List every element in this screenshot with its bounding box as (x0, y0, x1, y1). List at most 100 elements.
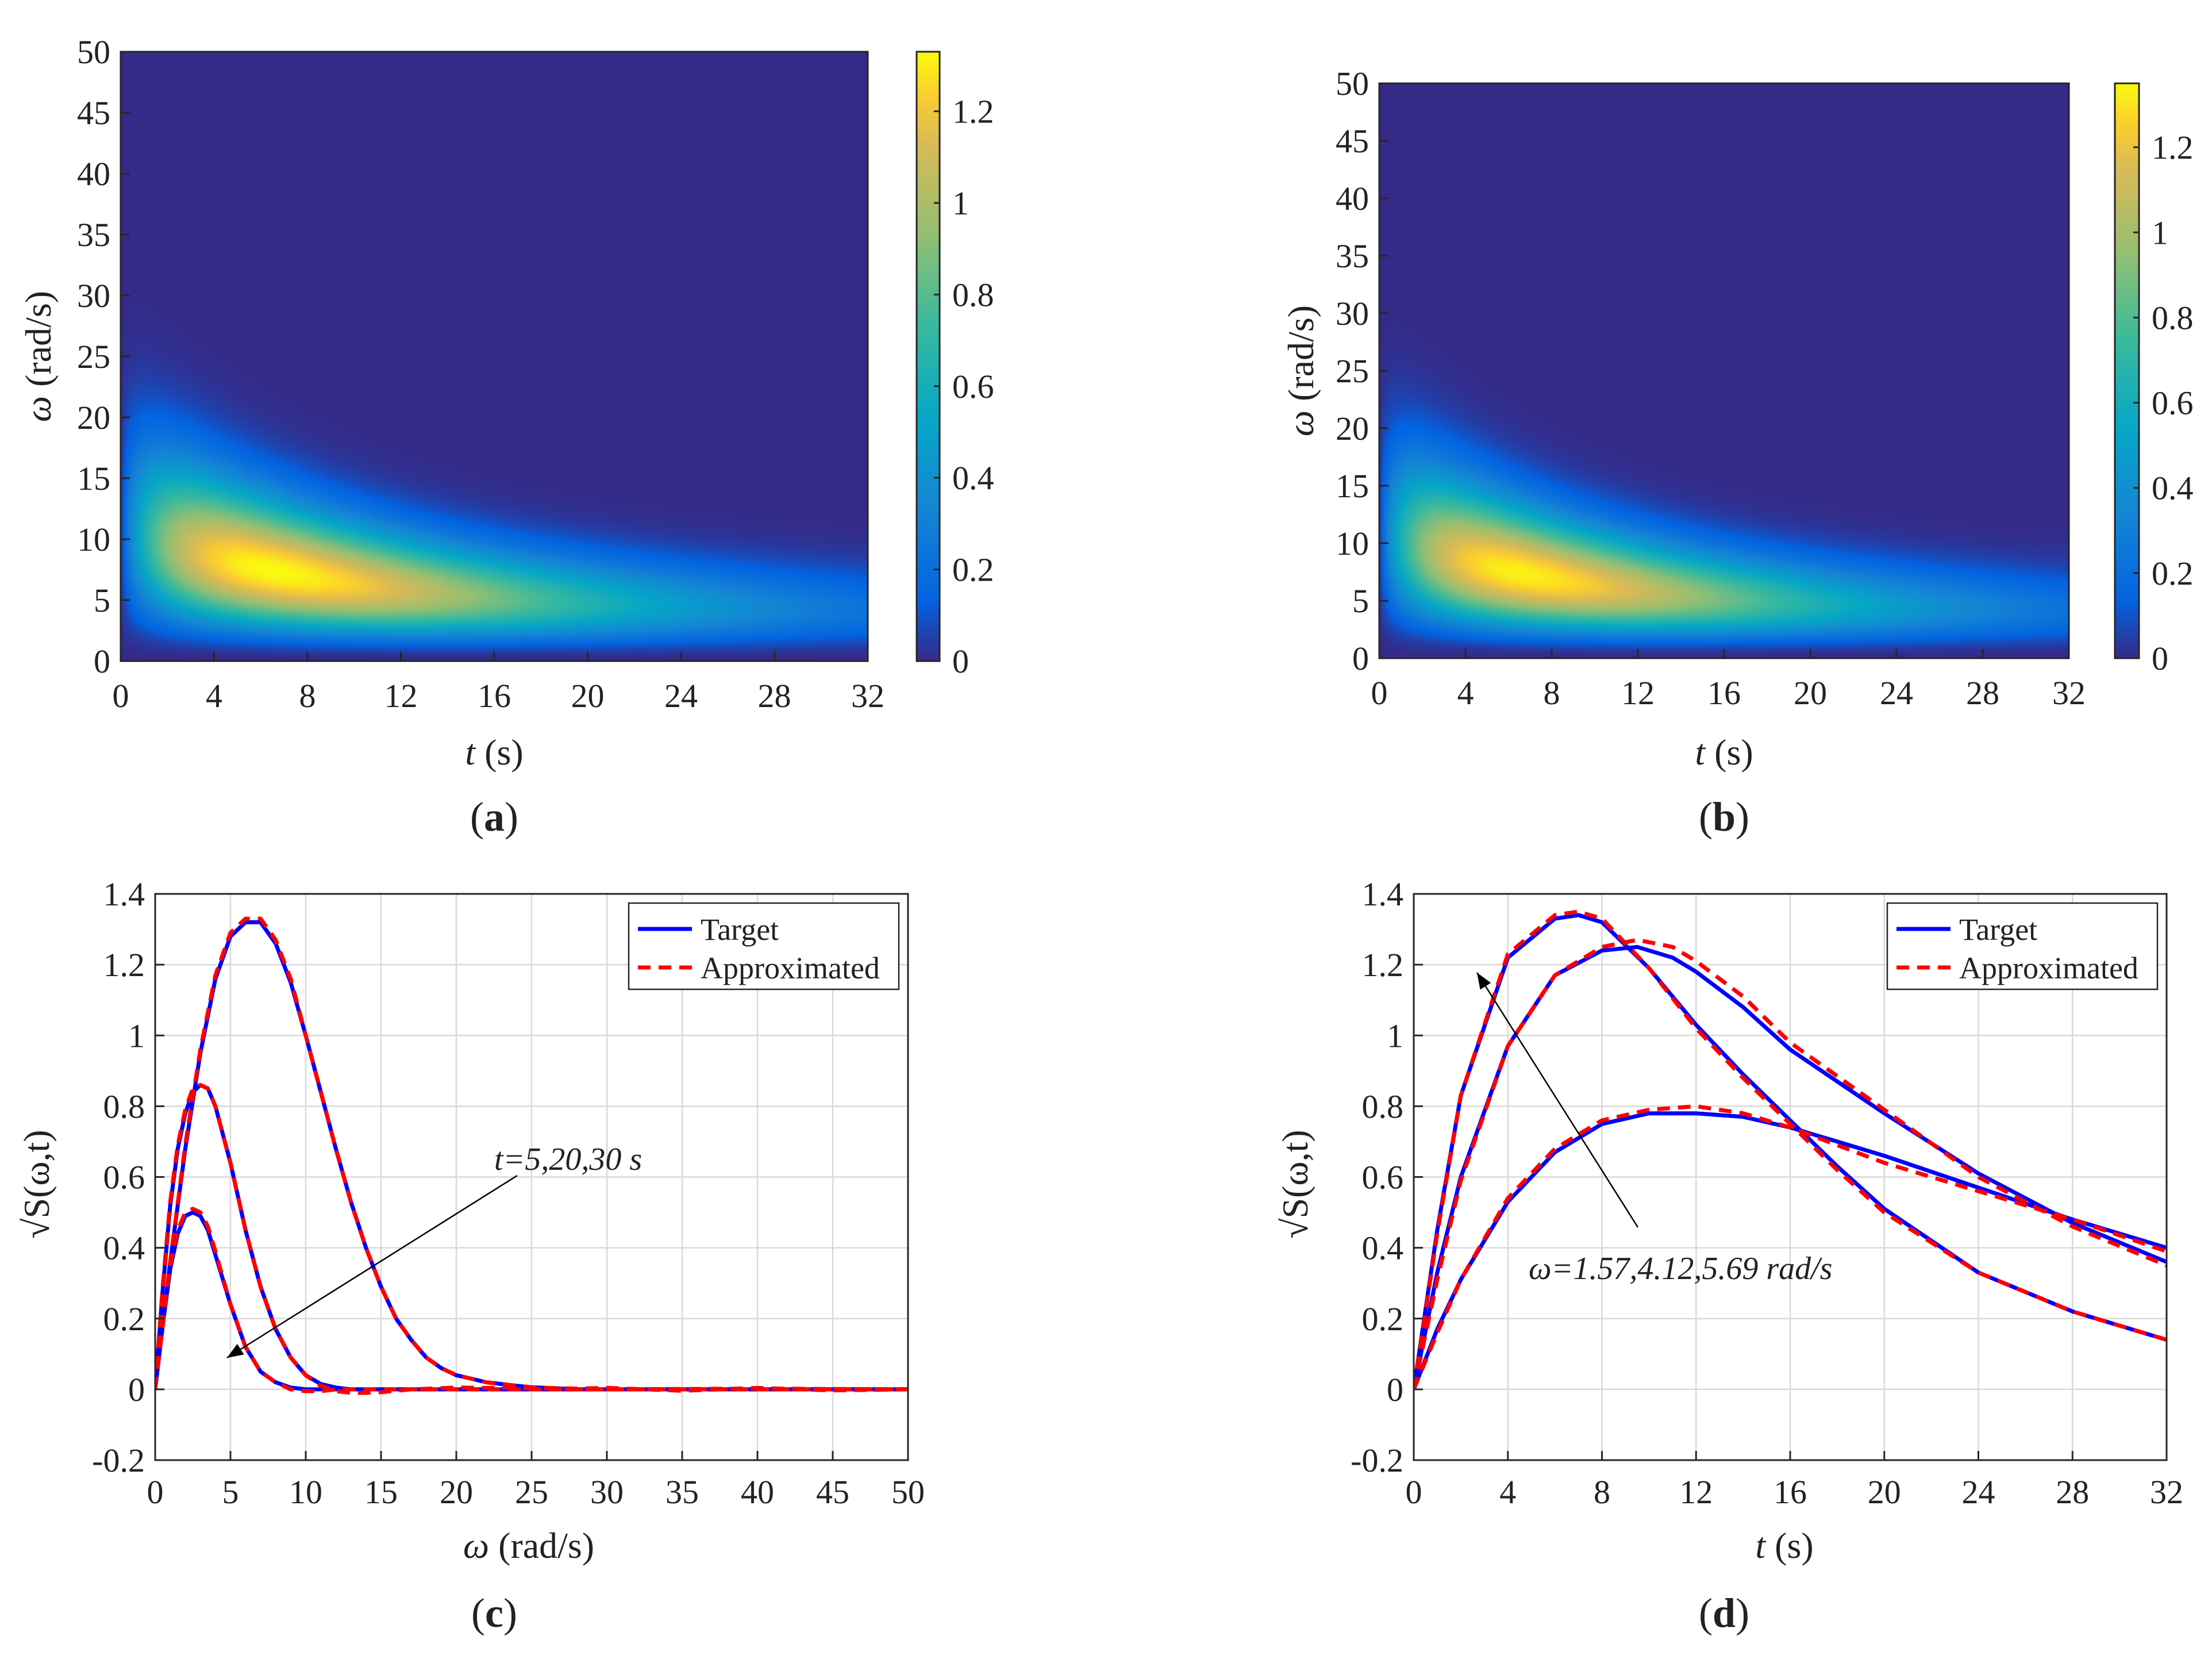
y-tick-label: 0.6 (103, 1159, 145, 1196)
y-tick-label: 45 (1336, 122, 1369, 160)
panel-a-xlabel-var: t (465, 732, 476, 773)
y-tick-label: 30 (77, 277, 110, 314)
y-tick-label: 1.4 (103, 876, 145, 913)
y-tick-label: 5 (94, 582, 110, 619)
x-tick-label: 10 (289, 1473, 322, 1511)
panel-c-ylabel: √S(ω,t) (16, 1130, 57, 1238)
x-tick-label: 20 (440, 1473, 473, 1511)
legend-box (628, 902, 900, 990)
panel-b-xlabel: t (s) (1695, 732, 1753, 773)
x-tick-label: 32 (851, 677, 884, 715)
panel-d-xlabel-unit: (s) (1765, 1525, 1814, 1566)
x-tick-label: 0 (1371, 674, 1388, 712)
y-tick-label: 1.4 (1362, 876, 1404, 913)
annotation-text: t=5,20,30 s (494, 1142, 642, 1177)
y-tick-label: 0.4 (103, 1230, 145, 1267)
y-tick-label: 30 (1336, 295, 1369, 332)
y-tick-label: 40 (77, 155, 110, 193)
colorbar-tick-label: 0.6 (952, 368, 994, 405)
x-tick-label: 50 (891, 1473, 925, 1511)
approximated-series-line (155, 1207, 908, 1393)
y-tick-label: 0.2 (1362, 1300, 1404, 1338)
approximated-series-line (1414, 938, 2167, 1390)
y-tick-label: 40 (1336, 180, 1369, 217)
x-tick-label: 30 (590, 1473, 624, 1511)
legend-label-target: Target (701, 912, 779, 947)
x-tick-label: 0 (1406, 1473, 1422, 1511)
panel-d-letter: d (1713, 1590, 1736, 1636)
panel-c-xlabel: ω (rad/s) (463, 1525, 594, 1566)
x-tick-label: 25 (515, 1473, 548, 1511)
legend-label-approximated: Approximated (701, 951, 880, 985)
panel-a-xlabel: t (s) (465, 732, 523, 773)
x-tick-label: 28 (758, 677, 791, 715)
y-tick-label: 0.8 (103, 1088, 145, 1125)
annotation-text: ω=1.57,4.12,5.69 rad/s (1529, 1251, 1832, 1287)
x-tick-label: 12 (384, 677, 418, 715)
colorbar-tick-label: 1.2 (952, 93, 994, 130)
x-tick-label: 40 (741, 1473, 774, 1511)
y-tick-label: 10 (1336, 525, 1369, 562)
colorbar-tick-label: 1 (952, 185, 969, 222)
x-tick-label: 28 (1966, 674, 1999, 712)
panel-b-xlabel-var: t (1695, 732, 1706, 773)
y-tick-label: 1 (128, 1017, 145, 1054)
panel-d-xlabel: t (s) (1755, 1525, 1813, 1566)
panel-a-colorbar (915, 51, 941, 662)
annotation-arrow-head (227, 1343, 244, 1358)
x-tick-label: 15 (364, 1473, 398, 1511)
panel-a: 0 4 8 12 16 20 24 28 32 0 5 10 15 20 25 30 35 40 45 50 0 0.2… (18, 33, 994, 840)
y-tick-label: 35 (1336, 237, 1369, 275)
x-tick-label: 4 (1457, 674, 1474, 712)
panel-c-label: (c) (471, 1590, 517, 1636)
panel-b-heatmap-image (1379, 83, 2069, 658)
x-tick-label: 8 (1594, 1473, 1610, 1511)
panel-c-xlabel-var: ω (463, 1525, 489, 1566)
panel-a-ylabel: ω (rad/s) (18, 291, 59, 422)
y-tick-label: 15 (1336, 467, 1369, 505)
x-tick-label: 24 (1880, 674, 1913, 712)
panel-b-axes: 0 4 8 12 16 20 24 28 32 0 5 10 15 20 25 30 35 40 45 50 (1336, 65, 2086, 712)
panel-a-label: (a) (470, 794, 518, 840)
x-tick-label: 12 (1679, 1473, 1713, 1511)
y-tick-label: 0.6 (1362, 1159, 1404, 1196)
panel-b-letter: b (1713, 794, 1736, 840)
x-tick-label: 4 (206, 677, 222, 715)
panel-a-letter: a (484, 794, 505, 840)
y-tick-label: 50 (1336, 65, 1369, 102)
y-tick-label: 25 (1336, 352, 1369, 390)
y-tick-label: -0.2 (1351, 1442, 1403, 1479)
y-tick-label: 0.2 (103, 1300, 145, 1338)
panel-a-colorbar-ticks: 0 0.2 0.4 0.6 0.8 1 1.2 (934, 93, 994, 680)
legend-label-approximated: Approximated (1959, 951, 2138, 985)
y-tick-label: -0.2 (92, 1442, 145, 1479)
x-tick-label: 35 (665, 1473, 699, 1511)
colorbar-tick-label: 0 (952, 643, 969, 680)
y-tick-label: 1.2 (103, 946, 145, 984)
y-tick-label: 20 (77, 399, 110, 436)
x-tick-label: 20 (1868, 1473, 1901, 1511)
colorbar-tick-label: 0.4 (952, 459, 994, 497)
panel-a-heatmap-image (121, 52, 868, 661)
annotation-arrow-line (1476, 972, 1639, 1228)
y-tick-label: 0 (1352, 640, 1369, 677)
panel-b-ylabel-unit: (rad/s) (1280, 305, 1321, 410)
y-tick-label: 0 (94, 643, 110, 680)
panel-b: 0 4 8 12 16 20 24 28 32 0 5 10 15 20 25 30 35 40 45 50 0 0.2… (1280, 65, 2194, 840)
x-tick-label: 0 (113, 677, 129, 715)
legend-box (1886, 902, 2159, 990)
colorbar-tick-label: 0.8 (952, 276, 994, 313)
panel-a-ylabel-var: ω (18, 396, 59, 422)
panel-c: 0 5 10 15 20 25 30 35 40 45 50-0.200.20.40.60.811.… (16, 876, 925, 1636)
legend-label-target: Target (1959, 912, 2037, 947)
colorbar-tick-label: 0.4 (2152, 470, 2194, 507)
y-tick-label: 1 (1387, 1017, 1403, 1054)
colorbar-tick-label: 0.8 (2152, 299, 2194, 336)
y-tick-label: 35 (77, 216, 110, 254)
x-tick-label: 20 (1794, 674, 1827, 712)
y-tick-label: 45 (77, 94, 110, 132)
colorbar-tick-label: 0 (2152, 640, 2168, 677)
colorbar-tick-label: 0.6 (2152, 385, 2194, 422)
annotation-arrow-head (1477, 973, 1491, 990)
